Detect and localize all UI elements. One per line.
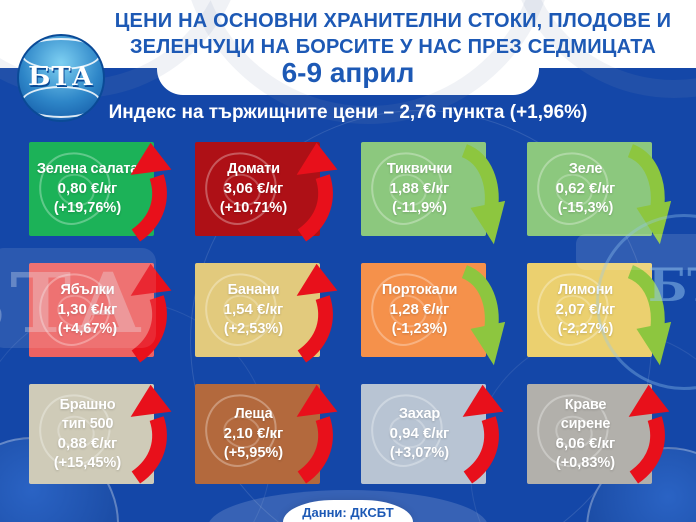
product-price: 3,06 €/кг xyxy=(223,180,284,197)
price-card: Брашно тип 500 0,88 €/кг (+15,45%) xyxy=(29,384,172,484)
up-arrow-icon xyxy=(130,142,172,242)
up-arrow-icon xyxy=(296,142,338,242)
up-arrow-icon xyxy=(628,384,670,484)
product-change: (+10,71%) xyxy=(219,200,288,216)
price-card: Леща 2,10 €/кг (+5,95%) xyxy=(195,384,338,484)
product-change: (-11,9%) xyxy=(392,200,447,216)
product-change: (+2,53%) xyxy=(223,321,284,337)
page-title: ЦЕНИ НА ОСНОВНИ ХРАНИТЕЛНИ СТОКИ, ПЛОДОВ… xyxy=(104,8,682,60)
data-source-label: Данни: ДКСБТ xyxy=(302,505,394,520)
price-card: Ябълки 1,30 €/кг (+4,67%) xyxy=(29,263,172,363)
product-change: (+19,76%) xyxy=(53,200,122,216)
title-line-1: ЦЕНИ НА ОСНОВНИ ХРАНИТЕЛНИ СТОКИ, ПЛОДОВ… xyxy=(114,10,672,32)
product-change: (-2,27%) xyxy=(557,321,614,337)
product-name: Зеле xyxy=(568,161,603,177)
price-card: Тиквички 1,88 €/кг (-11,9%) xyxy=(361,142,506,245)
up-arrow-icon xyxy=(296,384,338,484)
title-line-2: ЗЕЛЕНЧУЦИ НА БОРСИТЕ У НАС ПРЕЗ СЕДМИЦАТ… xyxy=(129,36,657,58)
product-name: Ябълки xyxy=(60,282,115,298)
price-card: Домати 3,06 €/кг (+10,71%) xyxy=(195,142,338,242)
product-name: Портокали xyxy=(381,282,458,298)
down-arrow-icon xyxy=(461,144,506,245)
product-name: Брашно тип 500 xyxy=(59,396,116,432)
product-name: Тиквички xyxy=(386,161,453,177)
down-arrow-icon xyxy=(627,144,672,245)
price-card: Захар 0,94 €/кг (+3,07%) xyxy=(361,384,504,484)
bta-logo: БТА xyxy=(17,34,105,122)
product-change: (+4,67%) xyxy=(57,321,118,337)
product-price: 0,62 €/кг xyxy=(555,180,616,197)
date-range: 6-9 април xyxy=(281,57,415,88)
price-card: Банани 1,54 €/кг (+2,53%) xyxy=(195,263,338,363)
up-arrow-icon xyxy=(130,384,172,484)
price-cards-grid: Зелена салата 0,80 €/кг (+19,76%) Домати… xyxy=(29,142,672,484)
price-card: Портокали 1,28 €/кг (-1,23%) xyxy=(361,263,506,366)
header-date-bubble xyxy=(157,0,539,95)
product-price: 1,54 €/кг xyxy=(223,301,284,318)
product-name: Домати xyxy=(227,161,280,177)
down-arrow-icon xyxy=(461,265,506,366)
price-card: Лимони 2,07 €/кг (-2,27%) xyxy=(527,263,672,366)
up-arrow-icon xyxy=(130,263,172,363)
product-price: 1,28 €/кг xyxy=(389,301,450,318)
product-price: 0,94 €/кг xyxy=(389,425,450,442)
logo-globe-arc xyxy=(20,37,102,70)
product-price: 2,07 €/кг xyxy=(555,301,616,318)
price-card: Зелена салата 0,80 €/кг (+19,76%) xyxy=(29,142,172,242)
product-name: Лимони xyxy=(558,282,613,298)
product-change: (+5,95%) xyxy=(223,445,284,461)
logo-text: БТА xyxy=(28,61,94,92)
product-name: Леща xyxy=(234,406,273,422)
up-arrow-icon xyxy=(296,263,338,363)
product-price: 1,30 €/кг xyxy=(57,301,118,318)
product-name: Захар xyxy=(398,406,441,422)
product-name: Краве сирене xyxy=(560,396,611,432)
product-change: (-15,3%) xyxy=(557,200,614,216)
up-arrow-icon xyxy=(462,384,504,484)
product-price: 0,80 €/кг xyxy=(57,180,118,197)
product-price: 2,10 €/кг xyxy=(223,425,284,442)
down-arrow-icon xyxy=(627,265,672,366)
product-change: (-1,23%) xyxy=(391,321,448,337)
market-index-line: Индекс на тържищните цени – 2,76 пункта … xyxy=(108,102,588,123)
logo-globe-arc xyxy=(20,86,102,119)
product-name: Банани xyxy=(227,282,280,298)
product-price: 1,88 €/кг xyxy=(389,180,450,197)
price-card: Краве сирене 6,06 €/кг (+0,83%) xyxy=(527,384,670,484)
data-source-bubble: Данни: ДКСБТ xyxy=(283,500,413,522)
product-change: (+3,07%) xyxy=(389,445,450,461)
price-card: Зеле 0,62 €/кг (-15,3%) xyxy=(527,142,672,245)
product-name: Зелена салата xyxy=(36,161,139,177)
